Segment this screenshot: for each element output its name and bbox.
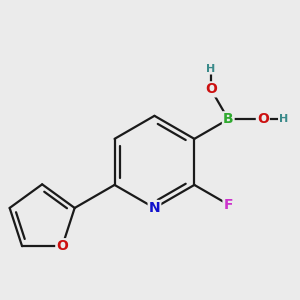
Text: O: O xyxy=(257,112,269,126)
Text: F: F xyxy=(224,197,233,212)
Text: O: O xyxy=(56,239,68,253)
Text: N: N xyxy=(148,201,160,215)
Text: H: H xyxy=(279,114,288,124)
Text: H: H xyxy=(206,64,216,74)
Text: B: B xyxy=(223,112,234,126)
Text: O: O xyxy=(205,82,217,96)
